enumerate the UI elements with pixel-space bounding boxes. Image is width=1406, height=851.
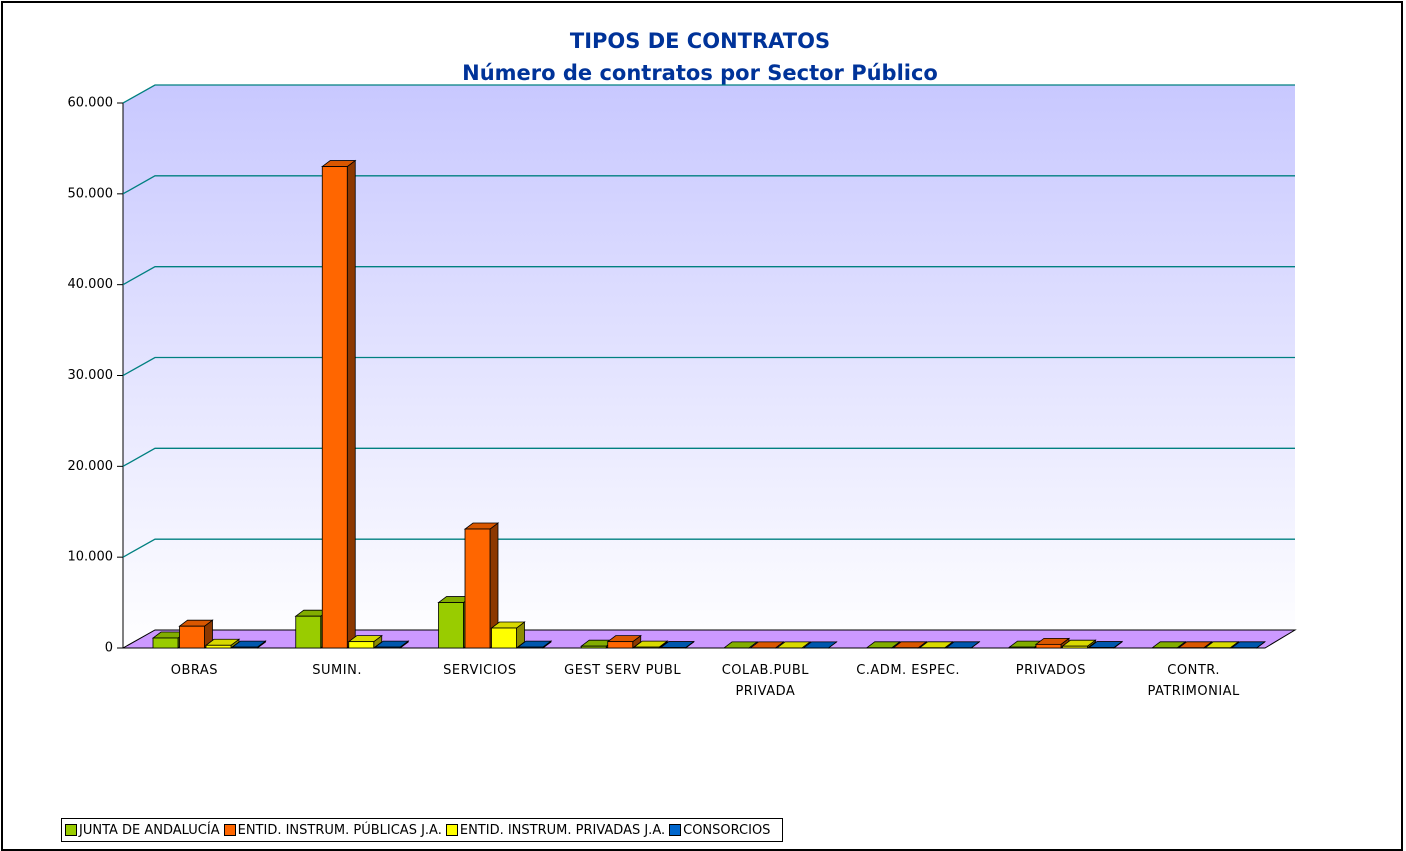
y-tick-label: 40.000 xyxy=(68,277,114,292)
y-tick-label: 10.000 xyxy=(68,550,114,565)
bar-front xyxy=(322,167,347,648)
chart-title: TIPOS DE CONTRATOS xyxy=(570,29,830,53)
bar-front xyxy=(1036,644,1061,648)
x-tick-label: SERVICIOS xyxy=(420,660,540,681)
back-wall xyxy=(123,85,1295,648)
bar-front xyxy=(581,646,606,648)
bar-front xyxy=(1010,647,1035,648)
bar-front xyxy=(492,628,517,648)
bar-front xyxy=(349,642,374,648)
legend-swatch xyxy=(65,824,77,836)
bar xyxy=(322,161,355,648)
x-tick-label: OBRAS xyxy=(134,660,254,681)
legend-item: CONSORCIOS xyxy=(669,823,770,838)
bar-front xyxy=(233,647,258,648)
legend-label: JUNTA DE ANDALUCÍA xyxy=(79,823,220,838)
bar-front xyxy=(518,647,543,648)
x-tick-label: PRIVADOS xyxy=(991,660,1111,681)
bar-front xyxy=(375,647,400,648)
legend-label: CONSORCIOS xyxy=(683,823,770,838)
bar-front xyxy=(296,616,321,648)
bar-front xyxy=(206,645,231,648)
x-tick-label: SUMIN. xyxy=(277,660,397,681)
x-tick-label: C.ADM. ESPEC. xyxy=(848,660,968,681)
bar-front xyxy=(634,647,659,648)
legend-label: ENTID. INSTRUM. PÚBLICAS J.A. xyxy=(238,823,442,838)
bar-front xyxy=(608,642,633,648)
bar-front xyxy=(153,638,178,648)
y-tick-label: 0 xyxy=(105,641,113,656)
y-tick-label: 30.000 xyxy=(68,368,114,383)
legend-swatch xyxy=(669,824,681,836)
x-tick-label: COLAB.PUBL PRIVADA xyxy=(705,660,825,702)
legend-swatch xyxy=(224,824,236,836)
legend-item: ENTID. INSTRUM. PRIVADAS J.A. xyxy=(446,823,665,838)
legend: JUNTA DE ANDALUCÍA ENTID. INSTRUM. PÚBLIC… xyxy=(61,818,783,842)
legend-swatch xyxy=(446,824,458,836)
bar-side xyxy=(347,161,355,648)
bar-front xyxy=(465,529,490,648)
y-tick-label: 20.000 xyxy=(68,459,114,474)
x-tick-label: GEST SERV PUBL xyxy=(563,660,683,681)
bar-front xyxy=(180,626,205,648)
y-tick-label: 50.000 xyxy=(68,186,114,201)
bar-front xyxy=(439,603,464,648)
legend-item: ENTID. INSTRUM. PÚBLICAS J.A. xyxy=(224,823,442,838)
bar-front xyxy=(1063,646,1088,648)
bar xyxy=(492,622,525,648)
chart-subtitle: Número de contratos por Sector Público xyxy=(462,61,938,85)
x-tick-label: CONTR. PATRIMONIAL xyxy=(1134,660,1254,702)
y-tick-label: 60.000 xyxy=(68,96,114,111)
legend-item: JUNTA DE ANDALUCÍA xyxy=(65,823,220,838)
legend-label: ENTID. INSTRUM. PRIVADAS J.A. xyxy=(460,823,665,838)
